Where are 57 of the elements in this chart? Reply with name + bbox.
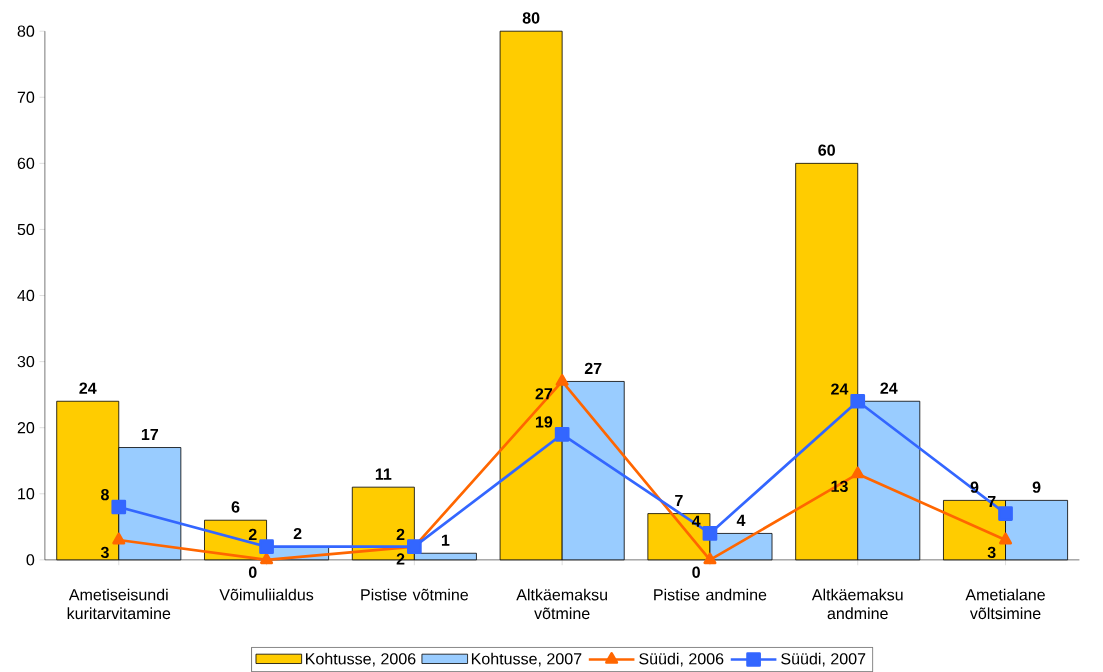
point xyxy=(260,552,274,565)
legend-label: Süüdi, 2007 xyxy=(781,652,866,667)
y-tick-label: 70 xyxy=(17,91,35,103)
point xyxy=(259,539,274,554)
data-label: 80 xyxy=(522,12,540,24)
point xyxy=(703,552,717,565)
y-tick-label: 80 xyxy=(17,25,35,37)
x-tick-label: Ametiseisundi kuritarvitamine xyxy=(67,588,171,620)
point xyxy=(850,393,866,409)
y-tick-label: 30 xyxy=(17,355,35,368)
point xyxy=(998,506,1013,521)
point xyxy=(112,532,126,545)
data-label: 24 xyxy=(880,382,898,394)
x-tick-label: Altkäemaksu võtmine xyxy=(516,588,607,620)
y-tick-label: 40 xyxy=(17,289,35,302)
y-tick-label: 0 xyxy=(26,554,35,566)
x-tick-label: Pistise võtmine xyxy=(361,588,468,601)
point xyxy=(555,374,569,386)
y-tick-label: 50 xyxy=(17,223,35,236)
data-label: 13 xyxy=(831,480,848,492)
x-tick-label: Võimuliialdus xyxy=(219,588,314,601)
data-label: 2 xyxy=(293,527,302,540)
data-label: 4 xyxy=(736,514,746,526)
legend-label: Süüdi, 2006 xyxy=(639,652,724,667)
data-label: 24 xyxy=(831,383,849,395)
data-label: 11 xyxy=(375,468,392,480)
y-tick-label: 60 xyxy=(17,157,35,169)
data-label: 17 xyxy=(141,428,159,440)
legend-label: Kohtusse, 2006 xyxy=(306,652,416,667)
y-tick-label: 20 xyxy=(17,421,35,434)
legend-label: Kohtusse, 2007 xyxy=(471,652,582,667)
data-label: 2 xyxy=(248,528,257,540)
point xyxy=(702,526,718,541)
data-label: 3 xyxy=(100,546,109,559)
data-label: 7 xyxy=(987,495,996,507)
point xyxy=(851,466,865,479)
data-label: 7 xyxy=(675,495,683,507)
x-tick-label: Altkäemaksu andmine xyxy=(811,588,903,620)
data-label: 1 xyxy=(441,534,450,546)
x-tick-label: Pistise andmine xyxy=(654,588,767,601)
data-label: 2 xyxy=(396,528,405,540)
data-label: 24 xyxy=(79,382,97,394)
point xyxy=(111,499,127,515)
data-label: 60 xyxy=(818,144,835,156)
data-label: 27 xyxy=(535,388,553,400)
x-tick-label: Ametialane võltsimine xyxy=(965,588,1045,620)
data-label: 27 xyxy=(584,362,602,374)
data-label: 9 xyxy=(1032,481,1041,493)
data-label: 6 xyxy=(231,501,240,513)
data-label: 0 xyxy=(692,566,700,578)
y-tick-label: 10 xyxy=(18,488,35,500)
data-label: 8 xyxy=(101,488,109,501)
point xyxy=(554,426,570,442)
point xyxy=(998,532,1013,545)
data-label: 0 xyxy=(248,566,257,578)
data-label: 3 xyxy=(987,546,996,559)
data-label: 19 xyxy=(535,416,553,428)
